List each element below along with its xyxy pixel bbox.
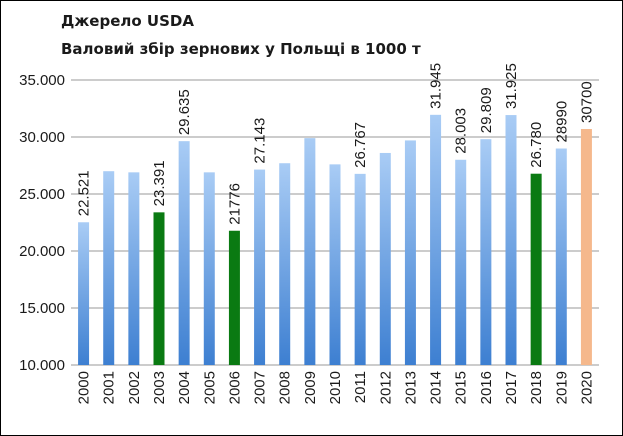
x-tick-label: 2020 — [578, 371, 595, 404]
data-label-2017: 31.925 — [503, 63, 520, 109]
x-tick-label: 2007 — [252, 371, 269, 404]
data-label-2015: 28.003 — [453, 108, 470, 154]
data-label-2019: 28990 — [553, 101, 570, 143]
x-tick-label: 2012 — [377, 371, 394, 404]
y-tick-label: 35.000 — [19, 72, 65, 89]
data-label-2000: 22.521 — [76, 170, 93, 216]
data-label-2020: 30700 — [578, 81, 595, 123]
x-tick-layer: 2000 2001 2002 2003 2004 2005 2006 2007 2008 2009… — [76, 371, 596, 404]
x-tick-label: 2017 — [503, 371, 520, 404]
bar-2000 — [78, 222, 90, 365]
x-tick-label: 2003 — [151, 371, 168, 404]
bar-2020 — [580, 129, 592, 365]
bar-2015 — [455, 159, 467, 365]
bar-2019 — [555, 148, 567, 365]
x-tick-label: 2004 — [176, 371, 193, 404]
bar-2010 — [329, 164, 341, 365]
y-tick-label: 10.000 — [19, 357, 65, 374]
bar-2011 — [354, 173, 366, 365]
bar-2014 — [430, 114, 442, 366]
bar-2003 — [153, 212, 165, 365]
x-tick-label: 2002 — [126, 371, 143, 404]
data-label-2018: 26.780 — [528, 122, 545, 168]
data-label-2007: 27.143 — [252, 118, 269, 164]
x-tick-label: 2018 — [528, 371, 545, 404]
bar-2008 — [279, 163, 291, 365]
bar-2009 — [304, 138, 316, 365]
x-tick-label: 2010 — [327, 371, 344, 404]
x-tick-label: 2019 — [553, 371, 570, 404]
data-label-2014: 31.945 — [428, 63, 445, 109]
x-tick-label: 2014 — [428, 371, 445, 404]
chart-title: Джерело USDA — [61, 12, 194, 30]
x-tick-label: 2006 — [226, 371, 243, 404]
bar-layer — [78, 114, 592, 366]
y-tick-label: 15.000 — [19, 300, 65, 317]
bar-2002 — [128, 172, 140, 365]
bar-2018 — [530, 173, 542, 365]
data-label-2006: 21776 — [226, 183, 243, 225]
bar-2004 — [178, 141, 190, 365]
data-label-2003: 23.391 — [151, 160, 168, 206]
bar-2016 — [480, 139, 492, 365]
bar-2001 — [103, 171, 115, 365]
x-tick-label: 2016 — [478, 371, 495, 404]
chart-subtitle: Валовий збір зернових у Польщі в 1000 т — [61, 40, 421, 58]
y-tick-label: 25.000 — [19, 186, 65, 203]
x-tick-label: 2011 — [352, 371, 369, 403]
data-label-2011: 26.767 — [352, 122, 369, 168]
bar-2006 — [228, 230, 240, 365]
data-label-2004: 29.635 — [176, 89, 193, 135]
y-tick-label: 20.000 — [19, 243, 65, 260]
bar-2012 — [379, 152, 391, 365]
x-tick-label: 2015 — [453, 371, 470, 404]
x-tick-label: 2008 — [277, 371, 294, 404]
x-tick-label: 2000 — [76, 371, 93, 404]
x-tick-label: 2001 — [101, 371, 118, 404]
data-label-2016: 29.809 — [478, 87, 495, 133]
bar-2017 — [505, 115, 517, 366]
bar-2005 — [203, 172, 215, 365]
x-tick-label: 2013 — [402, 371, 419, 404]
y-tick-label: 30.000 — [19, 129, 65, 146]
x-tick-label: 2009 — [302, 371, 319, 404]
y-tick-layer: 10.000 15.000 20.000 25.000 30.000 35.000 — [19, 72, 65, 374]
label-layer: 22.521 23.391 29.635 21776 27.143 26.767 31.94… — [76, 63, 596, 225]
bar-2013 — [404, 140, 416, 365]
bar-2007 — [254, 169, 266, 365]
x-tick-label: 2005 — [201, 371, 218, 404]
